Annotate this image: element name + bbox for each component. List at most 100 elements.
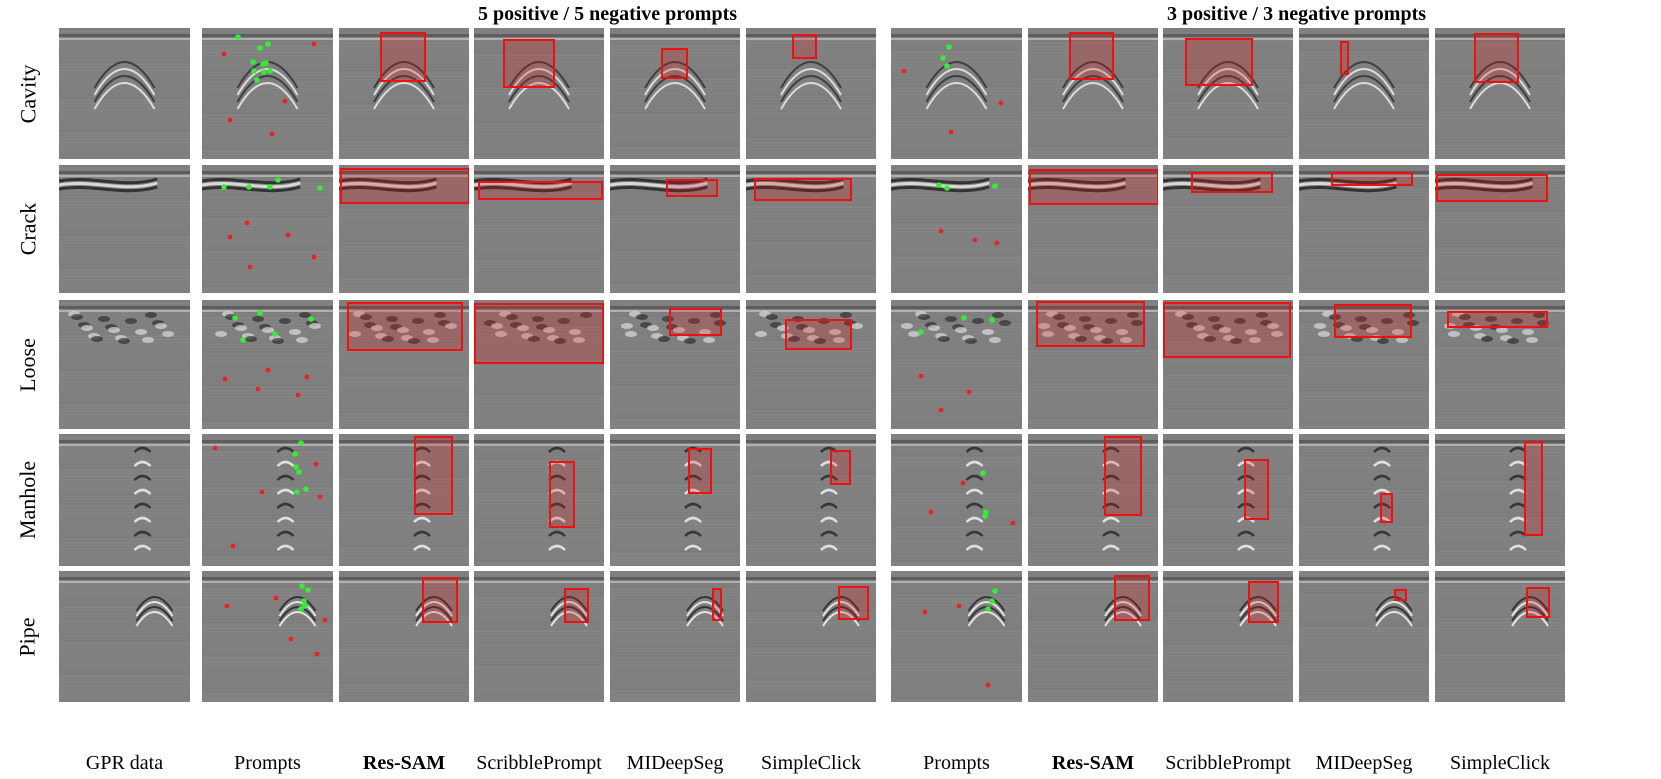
column-label-11: SimpleClick	[1450, 752, 1550, 774]
gpr-image	[1163, 28, 1293, 159]
negative-prompt-dot	[273, 595, 279, 601]
prediction-box	[1380, 493, 1393, 523]
panel-r1-c7	[891, 28, 1022, 159]
negative-prompt-dot	[313, 461, 319, 467]
gpr-image	[59, 434, 190, 566]
negative-prompt-dot	[918, 373, 924, 379]
negative-prompt-dot	[265, 367, 271, 373]
negative-prompt-dot	[227, 117, 233, 123]
row-label-text: Cavity	[15, 64, 41, 123]
panel-r1-c5	[610, 28, 740, 159]
negative-prompt-dot	[311, 41, 317, 47]
gpr-image	[339, 300, 469, 429]
prediction-box	[347, 302, 463, 351]
positive-prompt-dot	[936, 182, 942, 188]
prediction-box	[1029, 169, 1158, 205]
gpr-image	[202, 571, 333, 702]
gpr-image	[1435, 571, 1565, 702]
positive-prompt-dot	[298, 606, 304, 612]
negative-prompt-dot	[304, 374, 310, 380]
positive-prompt-dot	[985, 606, 991, 612]
prediction-box	[380, 32, 426, 82]
panel-r5-c8	[1028, 571, 1158, 702]
positive-prompt-dot	[301, 598, 307, 604]
gpr-image	[339, 434, 469, 566]
positive-prompt-dot	[293, 464, 299, 470]
positive-prompt-dot	[940, 55, 946, 61]
gpr-image	[1435, 28, 1565, 159]
positive-prompt-dot	[308, 316, 314, 322]
panel-r2-c6	[746, 165, 876, 293]
panel-r3-c9	[1163, 300, 1293, 429]
column-label-8: Res-SAM	[1051, 752, 1135, 774]
panel-r2-c4	[474, 165, 604, 293]
negative-prompt-dot	[314, 651, 320, 657]
positive-prompt-dot	[232, 315, 238, 321]
panel-r3-c3	[339, 300, 469, 429]
gpr-image	[474, 28, 604, 159]
gpr-image	[1299, 300, 1429, 429]
gpr-image	[1299, 165, 1429, 293]
negative-prompt-dot	[901, 68, 907, 74]
panel-r3-c2	[202, 300, 333, 429]
column-label-10: MIDeepSeg	[1315, 752, 1413, 774]
gpr-image	[1435, 434, 1565, 566]
gpr-image	[610, 165, 740, 293]
panel-r5-c7	[891, 571, 1022, 702]
positive-prompt-dot	[251, 68, 257, 74]
prediction-box	[712, 588, 722, 621]
row-label-text: Loose	[14, 337, 40, 392]
column-label-4: ScribblePrompt	[476, 752, 602, 774]
positive-prompt-dot	[294, 489, 300, 495]
positive-prompt-dot	[292, 451, 298, 457]
panel-r5-c5	[610, 571, 740, 702]
gpr-image	[339, 571, 469, 702]
gpr-image	[202, 434, 333, 566]
positive-prompt-dot	[235, 34, 241, 40]
prediction-box	[564, 588, 589, 623]
negative-prompt-dot	[966, 389, 972, 395]
panel-r1-c2	[202, 28, 333, 159]
negative-prompt-dot	[244, 220, 250, 226]
panel-r1-c10	[1299, 28, 1429, 159]
panel-r1-c3	[339, 28, 469, 159]
panel-r4-c3	[339, 434, 469, 566]
panel-r2-c7	[891, 165, 1022, 293]
panel-r4-c6	[746, 434, 876, 566]
gpr-image	[1028, 300, 1158, 429]
panel-r4-c1	[59, 434, 190, 566]
prediction-box	[1248, 581, 1279, 623]
panel-r1-c6	[746, 28, 876, 159]
negative-prompt-dot	[295, 392, 301, 398]
panel-r4-c10	[1299, 434, 1429, 566]
positive-prompt-dot	[267, 68, 273, 74]
negative-prompt-dot	[322, 617, 328, 623]
negative-prompt-dot	[285, 232, 291, 238]
gpr-image	[891, 434, 1022, 566]
panel-r4-c4	[474, 434, 604, 566]
prediction-box	[549, 461, 575, 528]
panel-r3-c8	[1028, 300, 1158, 429]
negative-prompt-dot	[259, 489, 265, 495]
prediction-box	[422, 577, 458, 623]
negative-prompt-dot	[222, 376, 228, 382]
gpr-image	[1299, 28, 1429, 159]
panel-r2-c9	[1163, 165, 1293, 293]
prediction-box	[754, 178, 852, 201]
gpr-image	[59, 28, 190, 159]
gpr-image	[891, 165, 1022, 293]
negative-prompt-dot	[282, 98, 288, 104]
prediction-box	[1524, 441, 1543, 536]
gpr-image	[474, 165, 604, 293]
negative-prompt-dot	[227, 234, 233, 240]
positive-prompt-dot	[257, 310, 263, 316]
gpr-image	[1163, 571, 1293, 702]
negative-prompt-dot	[994, 240, 1000, 246]
gpr-image	[1028, 165, 1158, 293]
negative-prompt-dot	[311, 254, 317, 260]
negative-prompt-dot	[956, 603, 962, 609]
positive-prompt-dot	[275, 177, 281, 183]
prediction-box	[1526, 587, 1550, 618]
gpr-image	[59, 165, 190, 293]
panel-r1-c11	[1435, 28, 1565, 159]
